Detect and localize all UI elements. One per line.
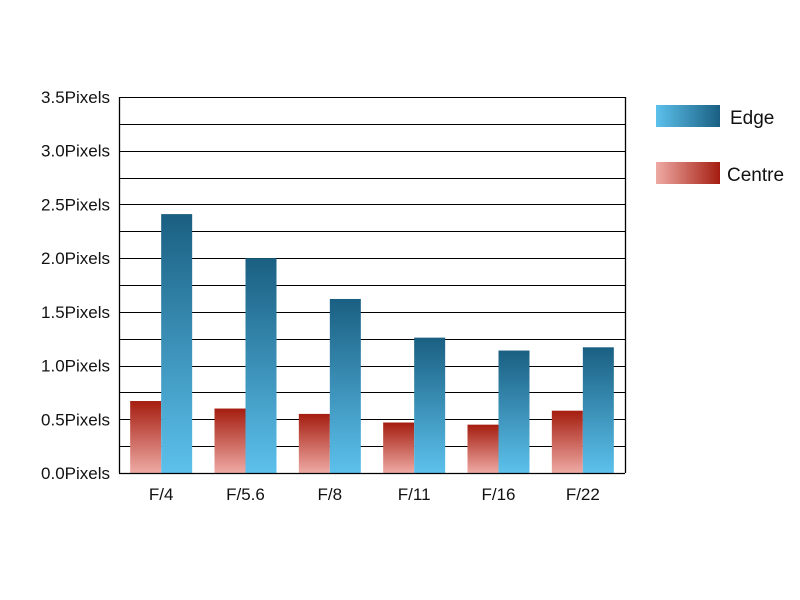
bar-centre	[130, 401, 162, 473]
y-tick-label: 1.5Pixels	[41, 303, 110, 322]
axes	[118, 97, 627, 475]
legend-label-centre: Centre	[727, 165, 784, 186]
bar-centre	[467, 424, 499, 473]
x-tick-label: F/5.6	[226, 485, 265, 504]
bar-edge	[161, 214, 193, 473]
bar-edge	[329, 298, 361, 473]
y-tick-label: 0.5Pixels	[41, 410, 110, 429]
y-tick-label: 0.0Pixels	[41, 464, 110, 483]
bars	[130, 214, 614, 473]
gridlines	[119, 97, 625, 447]
legend-swatch-edge	[656, 105, 720, 127]
x-tick-label: F/16	[481, 485, 515, 504]
legend-label-edge: Edge	[730, 108, 774, 129]
bar-edge	[245, 258, 277, 473]
bar-edge	[582, 347, 614, 473]
bar-centre	[551, 410, 583, 473]
bar-edge	[414, 337, 446, 473]
legend: Edge Centre	[656, 105, 784, 186]
x-tick-label: F/8	[318, 485, 343, 504]
y-tick-label: 1.0Pixels	[41, 357, 110, 376]
bar-centre	[214, 408, 246, 473]
legend-swatch-centre	[656, 162, 720, 184]
y-tick-label: 3.0Pixels	[41, 142, 110, 161]
bar-edge	[498, 350, 530, 473]
y-axis-tick-labels: 0.0Pixels 0.5Pixels 1.0Pixels 1.5Pixels 2.0P…	[41, 88, 110, 483]
x-tick-label: F/4	[149, 485, 174, 504]
bar-centre	[383, 422, 415, 473]
y-tick-label: 2.5Pixels	[41, 195, 110, 214]
x-tick-label: F/11	[398, 485, 431, 504]
y-tick-label: 3.5Pixels	[41, 88, 110, 107]
bar-centre	[298, 413, 330, 473]
y-tick-label: 2.0Pixels	[41, 249, 110, 268]
x-tick-label: F/22	[566, 485, 600, 504]
x-axis-tick-labels: F/4 F/5.6 F/8 F/11 F/16 F/22	[149, 485, 600, 504]
